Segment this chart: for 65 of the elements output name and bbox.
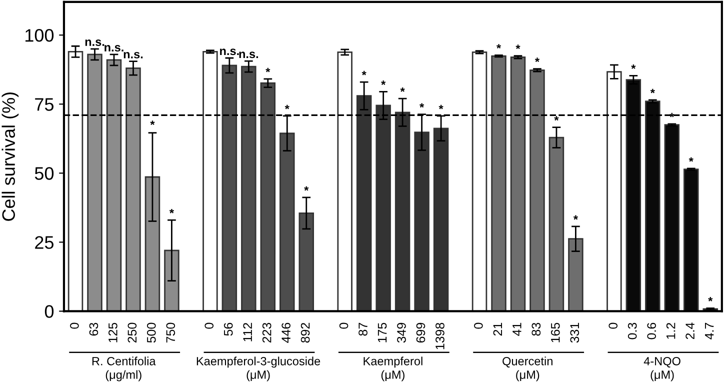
x-tick-label: 500: [146, 322, 156, 343]
data-label: *: [438, 104, 444, 110]
data-label: n.s.: [220, 48, 239, 56]
x-tick-label: 250: [128, 322, 137, 343]
data-label: *: [362, 70, 366, 76]
x-tick-label: 349: [397, 322, 406, 343]
data-label: *: [400, 87, 405, 92]
data-label: *: [650, 88, 655, 94]
data-label: *: [266, 68, 270, 72]
x-tick-label: 892: [300, 322, 310, 343]
x-tick-label: 41: [512, 322, 522, 336]
text: 4-NQO (μM): [644, 356, 680, 382]
x-tick-label: 0.6: [647, 322, 656, 340]
annotation: *: [150, 120, 155, 125]
x-tick-label: 83: [532, 322, 541, 336]
x-tick-label: 2.4: [686, 322, 694, 340]
data-label: n.s.: [124, 52, 143, 58]
data-label: *: [420, 103, 424, 108]
data-label: *: [688, 157, 694, 162]
data-label: *: [284, 104, 290, 110]
y-tick-label: 75: [35, 98, 54, 111]
x-tick-label: 0: [70, 322, 79, 329]
data-label: *: [534, 58, 540, 62]
x-tick-label: 331: [570, 322, 580, 343]
x-tick-label: 56: [224, 322, 233, 336]
text: Kaempferol (μM): [364, 356, 422, 382]
data-label: *: [516, 44, 520, 50]
y-tick-label: 100: [26, 29, 54, 42]
data-label: *: [573, 215, 578, 220]
x-tick-label: 63: [89, 322, 98, 336]
x-tick-label: 175: [378, 322, 387, 342]
x-tick-label: 1.2: [666, 322, 676, 339]
data-label: *: [304, 186, 309, 191]
x-tick-label: 112: [243, 322, 252, 342]
x-tick-label: 21: [493, 322, 502, 336]
x-tick-label: 223: [262, 322, 272, 343]
y-tick-label: 0: [44, 305, 54, 318]
data-label: n.s.: [104, 45, 124, 52]
data-label: *: [554, 116, 559, 121]
x-tick-label: 699: [416, 322, 426, 343]
x-tick-label: 0: [608, 322, 618, 329]
x-tick-label: 0: [474, 322, 483, 329]
text: Quercetin (μM): [502, 356, 552, 382]
x-tick-label: 750: [166, 322, 176, 343]
x-tick-label: 0: [204, 322, 214, 329]
x-tick-label: 165: [550, 322, 560, 342]
text: Kaempferol-3-glucoside (μM): [196, 356, 320, 382]
x-tick-label: 446: [282, 322, 290, 343]
data-label: *: [708, 297, 713, 302]
data-label: *: [496, 44, 502, 49]
data-label: *: [381, 80, 386, 85]
x-tick-label: 4.7: [705, 322, 714, 340]
data-label: n.s.: [239, 52, 258, 58]
data-label: *: [169, 208, 174, 214]
data-label: n.s.: [85, 40, 104, 46]
x-tick-label: 125: [108, 322, 118, 342]
text: R. Centifolia (μg/ml): [92, 356, 156, 382]
y-tick-label: 50: [34, 167, 54, 180]
x-tick-label: 0: [339, 322, 348, 329]
data-label: *: [631, 64, 636, 69]
x-tick-label: 1398: [436, 322, 444, 350]
x-tick-label: 0.3: [628, 322, 637, 340]
y-axis-title: Cell survival (%): [2, 92, 19, 221]
x-tick-label: 87: [358, 322, 368, 336]
y-tick-label: 25: [35, 236, 54, 249]
